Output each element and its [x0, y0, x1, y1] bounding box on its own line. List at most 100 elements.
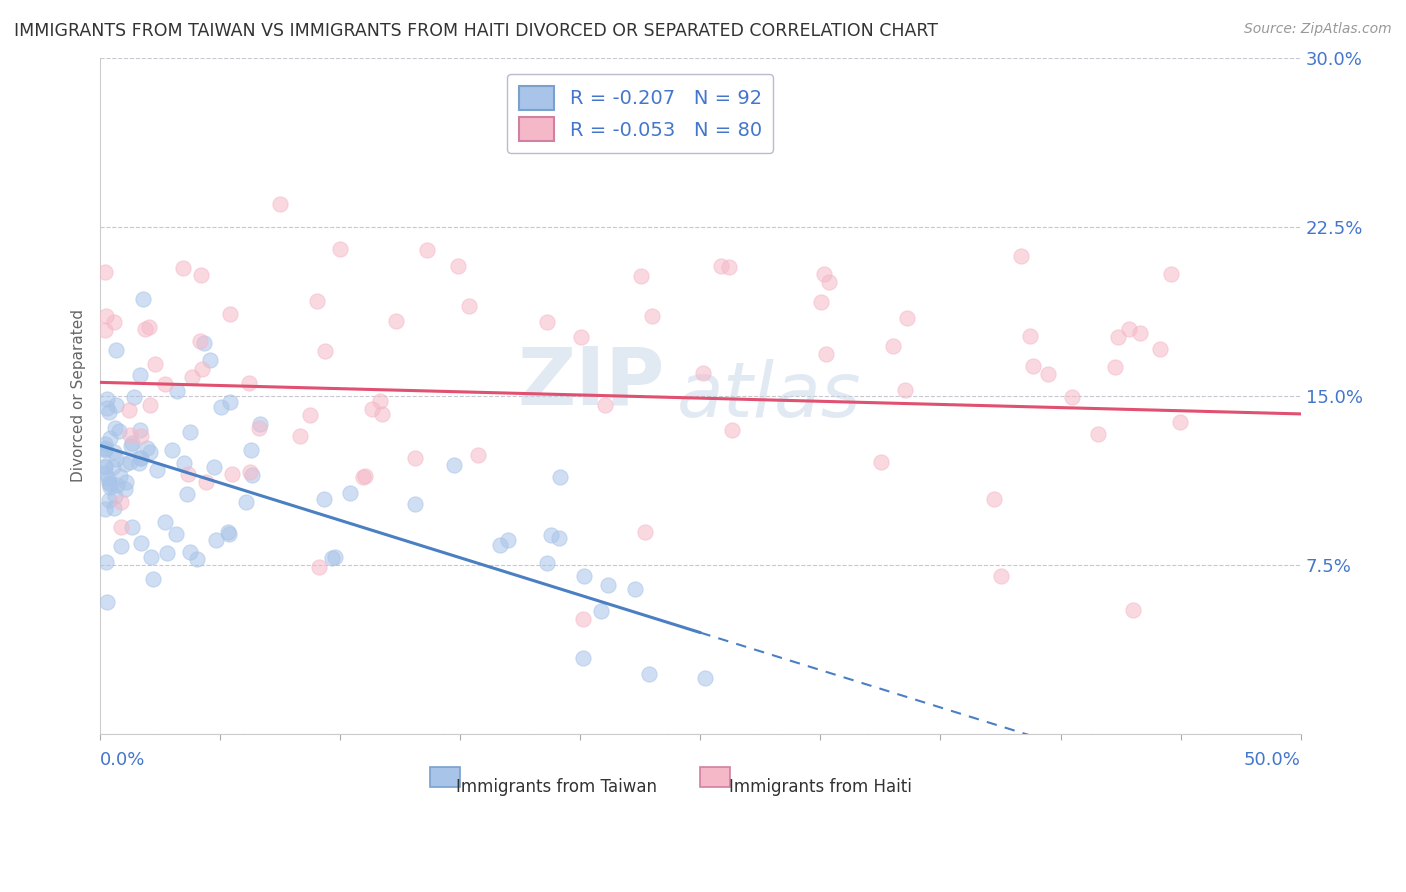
Point: [94, 555, 117, 569]
Point: [339, 486, 361, 500]
Point: [108, 469, 131, 483]
Point: [166, 384, 188, 398]
Point: [249, 417, 271, 431]
Point: [217, 525, 239, 540]
Point: [129, 536, 152, 550]
Point: [124, 391, 146, 405]
Point: [97, 405, 120, 419]
Point: [97, 471, 120, 485]
Point: [240, 467, 263, 482]
Point: [1036, 367, 1059, 381]
Point: [94, 436, 117, 450]
Point: [94, 443, 117, 458]
Point: [209, 401, 232, 415]
Point: [143, 357, 166, 371]
Point: [128, 368, 150, 383]
Point: [218, 526, 240, 541]
Point: [813, 267, 835, 281]
Point: [165, 526, 187, 541]
Point: [443, 458, 465, 472]
Point: [155, 546, 177, 560]
Point: [100, 477, 122, 491]
Point: [637, 667, 659, 681]
Point: [138, 320, 160, 334]
Text: Immigrants from Taiwan: Immigrants from Taiwan: [456, 778, 657, 796]
Point: [94, 322, 117, 336]
Point: [219, 307, 242, 321]
Point: [238, 376, 260, 391]
Point: [1118, 322, 1140, 336]
Point: [870, 455, 893, 469]
Point: [129, 451, 152, 466]
Point: [204, 533, 226, 547]
Point: [354, 469, 377, 483]
Point: [105, 451, 128, 466]
Point: [139, 398, 162, 412]
Point: [536, 315, 558, 329]
Point: [114, 482, 136, 496]
Point: [186, 551, 208, 566]
Point: [160, 442, 183, 457]
Point: [139, 444, 162, 458]
Point: [110, 495, 132, 509]
Point: [1107, 330, 1129, 344]
Point: [132, 292, 155, 306]
Point: [104, 343, 127, 358]
Point: [153, 376, 176, 391]
Point: [108, 424, 131, 438]
Point: [572, 568, 595, 582]
Point: [990, 569, 1012, 583]
Point: [121, 435, 143, 450]
Point: [134, 322, 156, 336]
Point: [810, 294, 832, 309]
Text: Immigrants from Haiti: Immigrants from Haiti: [728, 778, 912, 796]
Point: [496, 533, 519, 548]
Point: [94, 265, 117, 279]
Point: [385, 313, 408, 327]
Point: [96, 595, 118, 609]
Point: [172, 260, 194, 275]
Point: [307, 293, 329, 308]
Point: [1104, 359, 1126, 374]
Legend: R = -0.207   N = 92, R = -0.053   N = 80: R = -0.207 N = 92, R = -0.053 N = 80: [508, 74, 773, 153]
Y-axis label: Divorced or Separated: Divorced or Separated: [72, 310, 86, 483]
Point: [97, 493, 120, 508]
Text: IMMIGRANTS FROM TAIWAN VS IMMIGRANTS FROM HAITI DIVORCED OR SEPARATED CORRELATIO: IMMIGRANTS FROM TAIWAN VS IMMIGRANTS FRO…: [14, 22, 938, 40]
Point: [1122, 603, 1144, 617]
Point: [153, 515, 176, 529]
Point: [536, 557, 558, 571]
Point: [118, 455, 141, 469]
Point: [458, 299, 481, 313]
Point: [329, 243, 352, 257]
Point: [720, 423, 742, 437]
Text: Source: ZipAtlas.com: Source: ZipAtlas.com: [1244, 22, 1392, 37]
Point: [247, 421, 270, 435]
Point: [569, 330, 592, 344]
Point: [181, 369, 204, 384]
FancyBboxPatch shape: [700, 766, 730, 787]
Point: [1129, 326, 1152, 340]
Text: 0.0%: 0.0%: [100, 751, 145, 769]
Point: [717, 260, 740, 274]
Point: [308, 560, 330, 574]
Point: [404, 497, 426, 511]
Point: [146, 463, 169, 477]
Point: [97, 475, 120, 490]
Point: [882, 339, 904, 353]
Point: [548, 531, 571, 545]
Point: [173, 456, 195, 470]
Point: [1168, 415, 1191, 429]
Point: [219, 395, 242, 409]
Point: [128, 423, 150, 437]
Point: [893, 383, 915, 397]
Point: [96, 392, 118, 407]
Point: [370, 394, 392, 409]
Point: [447, 259, 470, 273]
Point: [191, 362, 214, 376]
Point: [404, 451, 426, 466]
Point: [1160, 267, 1182, 281]
Point: [94, 309, 117, 323]
Point: [128, 456, 150, 470]
Point: [96, 401, 118, 415]
Point: [298, 408, 321, 422]
